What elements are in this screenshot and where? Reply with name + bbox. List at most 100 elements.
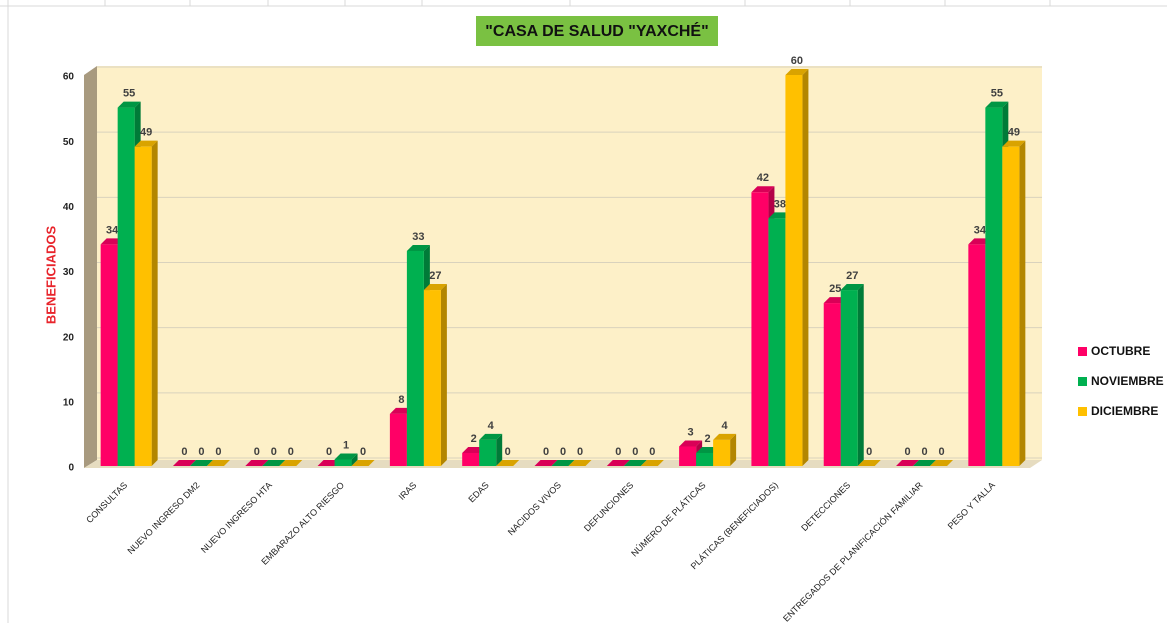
bar — [117, 107, 135, 466]
value-label: 25 — [829, 283, 841, 295]
value-label: 4 — [722, 420, 729, 432]
x-tick-label: NUEVO INGRESO HTA — [199, 480, 274, 555]
value-label: 3 — [688, 426, 694, 438]
bar — [406, 250, 424, 466]
value-label: 0 — [866, 446, 872, 458]
bar-top — [117, 101, 141, 108]
x-tick-label: ENTREGADOS DE PLANIFICACIÓN FAMILIAR — [781, 480, 925, 623]
bar-side — [151, 140, 158, 466]
x-tick-label: IRAS — [397, 480, 419, 502]
legend-swatch — [1078, 407, 1087, 416]
value-label: 2 — [705, 433, 711, 445]
bar — [985, 107, 1003, 466]
bar — [1002, 146, 1020, 466]
value-label: 0 — [360, 446, 366, 458]
value-label: 55 — [123, 87, 135, 99]
bar — [696, 452, 714, 466]
bar-top — [245, 460, 269, 466]
value-label: 55 — [991, 87, 1003, 99]
bar — [389, 413, 407, 466]
bar-top — [534, 460, 558, 466]
bar — [968, 244, 986, 466]
value-label: 0 — [904, 446, 910, 458]
value-label: 42 — [757, 172, 769, 184]
bar-top — [840, 284, 864, 291]
bar-top — [351, 460, 375, 466]
bar-top — [279, 460, 303, 466]
bar — [423, 290, 441, 466]
bar-top — [606, 460, 630, 466]
x-tick-label: NÚMERO DE PLÁTICAS — [629, 480, 708, 559]
y-tick-label: 20 — [63, 332, 75, 343]
legend-label: DICIEMBRE — [1091, 404, 1158, 418]
bar-side — [857, 284, 864, 466]
bar-top — [551, 460, 575, 466]
bar-top — [785, 69, 809, 75]
bar-top — [896, 460, 920, 466]
y-tick-label: 60 — [63, 72, 75, 83]
bar-top — [172, 460, 196, 466]
bar — [479, 439, 497, 466]
bar — [768, 218, 786, 466]
value-label: 49 — [1008, 127, 1020, 139]
value-label: 0 — [615, 446, 621, 458]
y-tick-label: 50 — [63, 137, 75, 148]
value-label: 0 — [560, 446, 566, 458]
value-label: 27 — [429, 270, 441, 282]
value-label: 0 — [326, 446, 332, 458]
value-label: 1 — [343, 439, 349, 451]
bar-top — [406, 244, 430, 251]
bar — [462, 452, 480, 466]
bar-top — [640, 460, 664, 466]
x-tick-label: PLÁTICAS (BENEFICIADOS) — [689, 480, 780, 571]
bar-top — [913, 460, 937, 466]
x-tick-label: DEFUNCIONES — [582, 480, 635, 533]
title-box — [476, 16, 718, 46]
bar-top — [189, 460, 213, 466]
value-label: 0 — [288, 446, 294, 458]
value-label: 0 — [505, 446, 511, 458]
value-label: 0 — [577, 446, 583, 458]
bar-top — [568, 460, 592, 466]
value-label: 0 — [181, 446, 187, 458]
value-label: 0 — [271, 446, 277, 458]
legend-swatch — [1078, 377, 1087, 386]
value-label: 34 — [974, 224, 987, 236]
legend-label: NOVIEMBRE — [1091, 374, 1164, 388]
bar — [823, 303, 841, 466]
bar-top — [206, 460, 230, 466]
bar — [334, 459, 352, 466]
value-label: 0 — [921, 446, 927, 458]
value-label: 38 — [774, 198, 786, 210]
value-label: 0 — [649, 446, 655, 458]
side-wall — [84, 66, 97, 468]
bar-top — [334, 453, 358, 460]
bar-side — [440, 284, 447, 466]
bar-side — [730, 433, 737, 466]
bar-top — [751, 186, 775, 193]
value-label: 4 — [488, 420, 495, 432]
value-label: 0 — [254, 446, 260, 458]
bar-top — [479, 433, 503, 440]
y-tick-label: 10 — [63, 397, 75, 408]
bar-top — [423, 284, 447, 291]
value-label: 0 — [198, 446, 204, 458]
bar-top — [262, 460, 286, 466]
value-label: 2 — [471, 433, 477, 445]
x-tick-label: NUEVO INGRESO DM2 — [126, 480, 202, 556]
bar-side — [802, 69, 809, 466]
y-tick-label: 0 — [68, 463, 74, 474]
value-label: 27 — [846, 270, 858, 282]
value-label: 60 — [791, 55, 803, 67]
value-label: 33 — [412, 231, 424, 243]
y-tick-label: 30 — [63, 267, 75, 278]
value-label: 0 — [632, 446, 638, 458]
bar — [840, 290, 858, 466]
bar-side — [496, 433, 503, 466]
bar-top — [857, 460, 881, 466]
bar-top — [1002, 140, 1026, 147]
x-tick-label: EMBARAZO ALTO RIESGO — [259, 480, 346, 567]
bar-top — [134, 140, 158, 147]
